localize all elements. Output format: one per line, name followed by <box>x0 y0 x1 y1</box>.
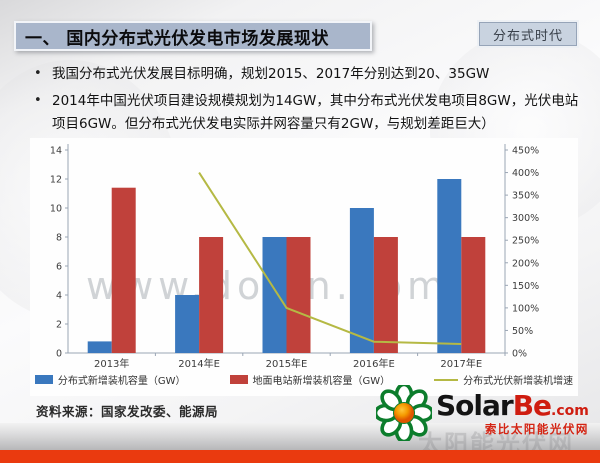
svg-text:2016年E: 2016年E <box>353 357 395 370</box>
logo-wordmark: SolarBe.com <box>436 392 589 420</box>
logo-tagline: 索比太阳能光伏网 <box>484 422 589 436</box>
bullet-marker: • <box>34 93 42 109</box>
flower-icon <box>376 385 432 441</box>
logo-text: SolarBe.com 索比太阳能光伏网 <box>436 392 589 437</box>
corner-badge-text: 分布式时代 <box>492 28 563 44</box>
bullet-text-2: 2014年中国光伏项目建设规模规划为14GW，其中分布式光伏发电项目8GW，光伏… <box>52 93 579 133</box>
svg-text:14: 14 <box>50 146 62 157</box>
logo-word-be: Be <box>512 389 552 422</box>
chart-panel: www.docin.com 024681012140%50%100%150%20… <box>30 138 578 396</box>
bar-line-chart: 0 2 4 6 8 10 12 14 0% 50% 100% 150% 200% 250% 300% 350%… <box>50 144 539 370</box>
svg-text:350%: 350% <box>512 191 539 202</box>
svg-text:0%: 0% <box>512 349 527 360</box>
footer-band <box>0 423 600 450</box>
legend-bar-swatch <box>229 375 248 384</box>
svg-text:8: 8 <box>56 233 62 244</box>
svg-text:300%: 300% <box>512 213 539 224</box>
bullet-item-2: • 2014年中国光伏项目建设规模规划为14GW，其中分布式光伏发电项目8GW，… <box>30 90 582 136</box>
source-note: 资料来源：国家发改委、能源局 <box>36 404 219 419</box>
legend-item: 地面电站新增装机容量（GW） <box>229 372 391 387</box>
svg-text:150%: 150% <box>512 281 539 292</box>
svg-text:6: 6 <box>56 262 62 273</box>
svg-text:10: 10 <box>50 204 62 215</box>
svg-text:2013年: 2013年 <box>94 357 129 370</box>
svg-text:2014年E: 2014年E <box>178 357 220 370</box>
svg-text:2015年E: 2015年E <box>266 357 308 370</box>
svg-text:50%: 50% <box>512 326 533 337</box>
page-title: 一、 国内分布式光伏发电市场发展现状 <box>14 21 372 51</box>
svg-text:4: 4 <box>56 291 62 302</box>
legend-label: 地面电站新增装机容量（GW） <box>252 376 391 387</box>
bullet-item-1: • 我国分布式光伏发展目标明确，规划2015、2017年分别达到20、35GW <box>30 63 582 86</box>
solarbe-logo: SolarBe.com 索比太阳能光伏网 <box>376 385 589 441</box>
bullet-marker: • <box>34 66 42 81</box>
legend-item: 分布式光伏新增装机增速 <box>434 372 573 387</box>
legend-label: 分布式光伏新增装机增速 <box>463 376 574 387</box>
legend-item: 分布式新增装机容量（GW） <box>34 372 186 387</box>
legend-label: 分布式新增装机容量（GW） <box>57 376 186 387</box>
svg-text:2017年E: 2017年E <box>440 357 482 370</box>
legend-bar-swatch <box>34 375 53 384</box>
svg-text:250%: 250% <box>512 236 539 247</box>
svg-text:100%: 100% <box>512 303 539 314</box>
svg-text:200%: 200% <box>512 258 539 269</box>
logo-word-com: .com <box>551 403 589 419</box>
corner-badge: 分布式时代 <box>479 22 577 46</box>
bullet-list: • 我国分布式光伏发展目标明确，规划2015、2017年分别达到20、35GW … <box>30 63 582 141</box>
page-title-text: 一、 国内分布式光伏发电市场发展现状 <box>25 28 329 49</box>
svg-text:0: 0 <box>56 349 62 360</box>
bullet-text-1: 我国分布式光伏发展目标明确，规划2015、2017年分别达到20、35GW <box>52 66 490 82</box>
svg-text:400%: 400% <box>512 168 539 179</box>
chart-legend: 分布式新增装机容量（GW） 地面电站新增装机容量（GW） 分布式光伏新增装机增速 <box>30 372 578 387</box>
svg-text:450%: 450% <box>512 146 539 157</box>
logo-word-solar: Solar <box>436 389 514 422</box>
legend-line-swatch <box>434 378 459 381</box>
svg-text:12: 12 <box>50 175 62 186</box>
svg-text:2: 2 <box>56 320 62 331</box>
footer-accent-bar <box>0 450 600 463</box>
